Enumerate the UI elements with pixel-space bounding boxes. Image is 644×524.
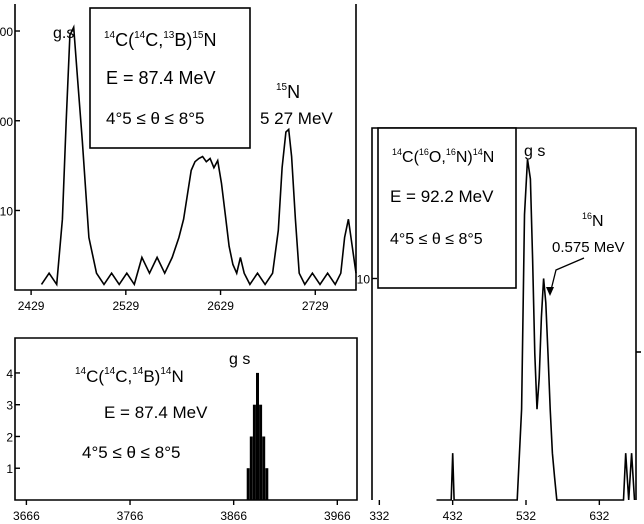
panel-b-bar <box>249 436 253 500</box>
panel-a-gs-label: g.s <box>53 25 74 42</box>
panel-a-n15-energy-label: 5 27 MeV <box>260 109 333 128</box>
panel-b-frame <box>14 337 358 501</box>
panel-a: 2429 2529 2629 2729 1000 100 10 14C(14C,13B)1… <box>0 4 357 313</box>
panel-c-energy-label: E = 92.2 MeV <box>390 187 494 206</box>
panel-c-spectrum-trace <box>436 159 636 501</box>
panel-a-y-tick-label: 1000 <box>0 25 13 39</box>
panel-a-y-tick-label: 100 <box>0 115 13 129</box>
panel-b-x-tick-label: 3666 <box>13 509 40 523</box>
panel-c-x-tick-label: 432 <box>443 509 463 523</box>
panel-c-reaction-label: 14C(16O,16N)14N <box>392 147 494 166</box>
panel-c-x-tick-label: 332 <box>369 509 389 523</box>
panel-a-x-tick-label: 2629 <box>207 299 234 313</box>
panel-a-spectrum-trace <box>40 24 357 287</box>
panel-a-reaction-label: 14C(14C,13B)15N <box>104 30 217 50</box>
panel-b-bar <box>252 404 256 500</box>
panel-c-arrow-line <box>550 257 585 291</box>
panel-a-energy-label: E = 87.4 MeV <box>106 68 216 88</box>
panel-c-angle-label: 4°5 ≤ θ ≤ 8°5 <box>390 231 483 248</box>
panel-a-y-tick-label: 10 <box>0 204 13 218</box>
panel-b-y-tick-label: 2 <box>6 430 13 444</box>
panel-b-y-tick-label: 1 <box>6 462 13 476</box>
panel-a-reaction-box <box>89 7 251 149</box>
panel-c-gs-label: g s <box>524 143 545 160</box>
panel-a-n15-label: 15N <box>276 82 300 102</box>
panel-b-y-tick-label: 4 <box>6 367 13 381</box>
panel-a-angle-label: 4°5 ≤ θ ≤ 8°5 <box>106 109 204 128</box>
panel-b-x-tick-label: 3766 <box>117 509 144 523</box>
panel-c-y-tick-label: 10 <box>357 273 371 287</box>
panel-c-reaction-box <box>377 127 517 289</box>
panel-c-n16-label: 16N <box>582 211 604 230</box>
panel-c-arrowhead <box>546 287 554 296</box>
panel-b-bar <box>265 468 269 500</box>
panel-c: 332 432 532 632 10 14C(16O,16N)14N E = 92.2… <box>357 127 641 523</box>
panel-b-energy-label: E = 87.4 MeV <box>104 403 208 422</box>
panel-a-frame <box>14 4 357 291</box>
panel-b-bar <box>246 468 250 500</box>
panel-a-x-tick-label: 2429 <box>18 299 45 313</box>
panel-a-x-tick-label: 2729 <box>302 299 329 313</box>
panel-b-x-tick-label: 3966 <box>324 509 351 523</box>
panel-b-y-tick-label: 3 <box>6 399 13 413</box>
panel-b: 3666 3766 3866 3966 4 3 2 1 14C(14C,14B)14N E … <box>6 337 358 523</box>
panel-b-reaction-label: 14C(14C,14B)14N <box>75 366 184 386</box>
panel-b-x-tick-label: 3866 <box>220 509 247 523</box>
panel-a-x-tick-label: 2529 <box>112 299 139 313</box>
panel-b-gs-label: g s <box>229 351 250 368</box>
panel-b-angle-label: 4°5 ≤ θ ≤ 8°5 <box>82 443 180 462</box>
panel-b-bar <box>262 436 266 500</box>
panel-c-x-tick-label: 632 <box>589 509 609 523</box>
panel-c-x-tick-label: 532 <box>516 509 536 523</box>
panel-b-bar <box>259 404 263 500</box>
panel-b-bar <box>256 372 259 500</box>
panel-c-n16-energy-label: 0.575 MeV <box>552 239 625 256</box>
